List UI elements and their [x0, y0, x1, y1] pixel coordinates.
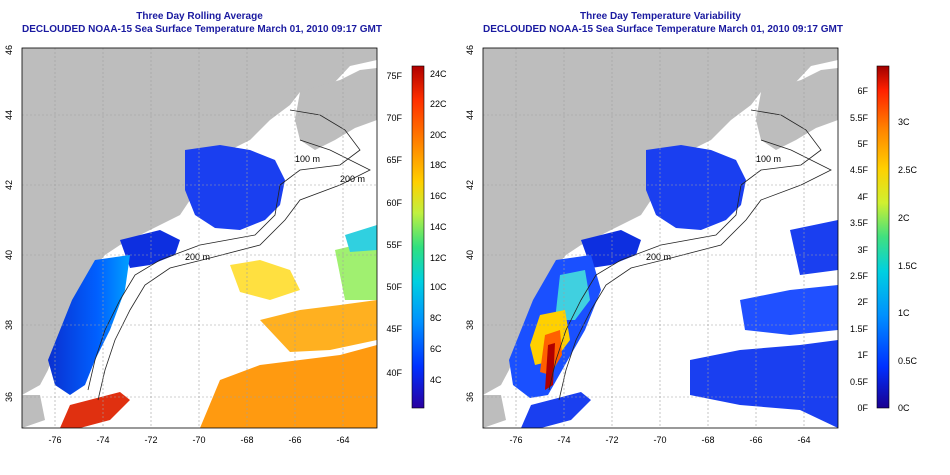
left-sst-gulfstream	[60, 392, 130, 428]
colorbar-label: 3F	[857, 245, 868, 255]
contour-label: 200 m	[646, 252, 671, 262]
x-tick-label: -66	[288, 435, 301, 445]
colorbar-label: 22C	[430, 99, 447, 109]
left-sst-coastal	[48, 255, 130, 395]
left-subtitle: DECLOUDED NOAA-15 Sea Surface Temperatur…	[22, 24, 382, 35]
colorbar-label: 12C	[430, 253, 447, 263]
colorbar-label: 4F	[857, 192, 868, 202]
colorbar-label: 0C	[898, 403, 910, 413]
right-var-gulf	[646, 145, 746, 230]
x-tick-label: -66	[749, 435, 762, 445]
y-tick-label: 40	[465, 250, 475, 260]
colorbar-label: 6C	[430, 344, 442, 354]
colorbar-label: 10C	[430, 282, 447, 292]
left-contour-100m	[87, 109, 361, 391]
colorbar-label: 2.5F	[850, 271, 869, 281]
y-tick-label: 36	[465, 392, 475, 402]
contour-label: 100 m	[756, 154, 781, 164]
right-var-gulfstream	[521, 392, 591, 428]
colorbar-label: 14C	[430, 222, 447, 232]
y-tick-label: 44	[465, 110, 475, 120]
colorbar-label: 5.5F	[850, 113, 869, 123]
colorbar-label: 20C	[430, 130, 447, 140]
colorbar-label: 1.5C	[898, 261, 918, 271]
colorbar-label: 2C	[898, 213, 910, 223]
colorbar-label: 55F	[386, 240, 402, 250]
colorbar-label: 3.5F	[850, 218, 869, 228]
colorbar-label: 75F	[386, 71, 402, 81]
colorbar-label: 18C	[430, 160, 447, 170]
colorbar-label: 24C	[430, 69, 447, 79]
right-grid	[483, 48, 838, 428]
right-colorbar-c-labels: 0C 0.5C 1C 1.5C 2C 2.5C 3C	[898, 117, 918, 413]
colorbar-label: 70F	[386, 113, 402, 123]
contour-label: 100 m	[295, 154, 320, 164]
colorbar-label: 40F	[386, 368, 402, 378]
x-tick-label: -70	[192, 435, 205, 445]
colorbar-label: 5F	[857, 139, 868, 149]
colorbar-label: 45F	[386, 324, 402, 334]
y-tick-label: 38	[465, 320, 475, 330]
y-tick-label: 46	[465, 45, 475, 55]
left-colorbar-f-labels: 40F 45F 50F 55F 60F 65F 70F 75F	[386, 71, 402, 378]
colorbar-label: 6F	[857, 86, 868, 96]
left-map: 100 m 200 m 200 m	[22, 48, 377, 428]
colorbar-label: 2F	[857, 297, 868, 307]
x-tick-label: -70	[653, 435, 666, 445]
left-grid	[22, 48, 377, 428]
colorbar-label: 16C	[430, 191, 447, 201]
right-title: Three Day Temperature Variability	[580, 11, 741, 22]
right-y-axis: 36 38 40 42 44 46	[465, 45, 475, 402]
colorbar-label: 4C	[430, 375, 442, 385]
colorbar-label: 0.5F	[850, 377, 869, 387]
x-tick-label: -72	[605, 435, 618, 445]
x-tick-label: -64	[336, 435, 349, 445]
x-tick-label: -72	[144, 435, 157, 445]
x-tick-label: -74	[557, 435, 570, 445]
colorbar-label: 0F	[857, 403, 868, 413]
colorbar-label: 1F	[857, 350, 868, 360]
left-title: Three Day Rolling Average	[136, 11, 263, 22]
contour-label: 200 m	[185, 252, 210, 262]
right-colorbar	[876, 65, 890, 409]
colorbar-label: 4.5F	[850, 165, 869, 175]
right-subtitle: DECLOUDED NOAA-15 Sea Surface Temperatur…	[483, 24, 843, 35]
right-x-axis: -76 -74 -72 -70 -68 -66 -64	[509, 435, 810, 445]
x-tick-label: -74	[96, 435, 109, 445]
left-y-axis: 36 38 40 42 44 46	[4, 45, 14, 402]
colorbar-label: 60F	[386, 198, 402, 208]
left-colorbar-c-labels: 4C 6C 8C 10C 12C 14C 16C 18C 20C 22C 24C	[430, 69, 447, 385]
left-contour-200m	[97, 139, 371, 401]
colorbar-label: 3C	[898, 117, 910, 127]
colorbar-label: 2.5C	[898, 165, 918, 175]
x-tick-label: -76	[48, 435, 61, 445]
y-tick-label: 42	[465, 180, 475, 190]
y-tick-label: 40	[4, 250, 14, 260]
left-sst-gulf	[185, 145, 285, 230]
colorbar-label: 65F	[386, 155, 402, 165]
x-tick-label: -76	[509, 435, 522, 445]
left-colorbar	[411, 65, 425, 409]
contour-label: 200 m	[340, 174, 365, 184]
colorbar-label: 50F	[386, 282, 402, 292]
y-tick-label: 42	[4, 180, 14, 190]
right-land	[483, 48, 838, 395]
x-tick-label: -68	[701, 435, 714, 445]
right-colorbar-f-labels: 0F 0.5F 1F 1.5F 2F 2.5F 3F 3.5F 4F 4.5F …	[850, 86, 869, 413]
y-tick-label: 36	[4, 392, 14, 402]
left-x-axis: -76 -74 -72 -70 -68 -66 -64	[48, 435, 349, 445]
colorbar-label: 1C	[898, 308, 910, 318]
y-tick-label: 44	[4, 110, 14, 120]
colorbar-label: 0.5C	[898, 356, 918, 366]
x-tick-label: -68	[240, 435, 253, 445]
right-map: 100 m 200 m	[483, 48, 838, 428]
colorbar-label: 1.5F	[850, 324, 869, 334]
x-tick-label: -64	[797, 435, 810, 445]
y-tick-label: 46	[4, 45, 14, 55]
left-land	[22, 48, 377, 395]
y-tick-label: 38	[4, 320, 14, 330]
colorbar-label: 8C	[430, 313, 442, 323]
